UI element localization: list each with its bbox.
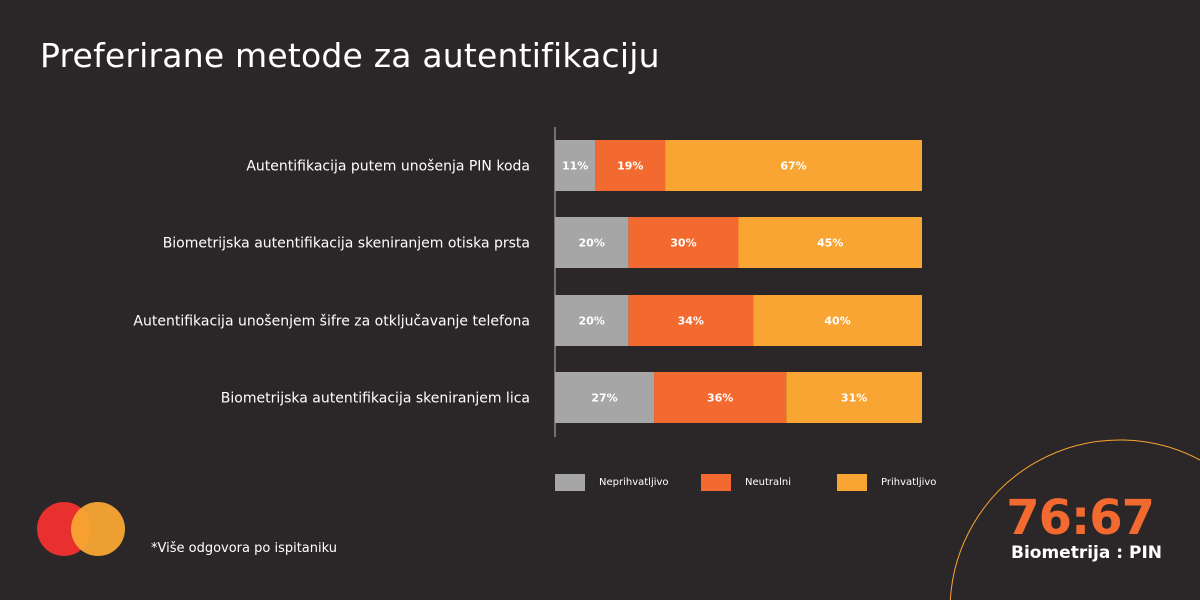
- legend-label: Neutralni: [745, 477, 792, 488]
- data-label: 30%: [670, 237, 696, 250]
- data-label: 34%: [678, 315, 704, 328]
- decorative-circle: [949, 439, 1200, 600]
- page-title: Preferirane metode za autentifikaciju: [40, 36, 660, 75]
- category-label: Autentifikacija unošenjem šifre za otklj…: [133, 314, 530, 330]
- ratio-value: 76:67: [1006, 490, 1155, 546]
- bar-segment-neutralni: [628, 295, 754, 346]
- footnote: *Više odgovora po ispitaniku: [151, 541, 337, 556]
- legend-item-neutralni: Neutralni: [701, 474, 791, 491]
- data-label: 27%: [591, 392, 617, 405]
- bar-segment-prihvatljivo: [738, 217, 922, 268]
- bar-segment-neprihvatljivo: [555, 372, 655, 423]
- bar-segment-neutralni: [595, 140, 666, 191]
- category-label: Biometrijska autentifikacija skeniranjem…: [163, 236, 530, 252]
- data-label: 20%: [579, 237, 605, 250]
- bar-segment-neprihvatljivo: [555, 217, 629, 268]
- legend-label: Neprihvatljivo: [599, 477, 669, 488]
- bar-segment-neprihvatljivo: [555, 140, 596, 191]
- bar-segment-prihvatljivo: [665, 140, 922, 191]
- legend-swatch: [555, 474, 585, 491]
- bar-segment-neutralni: [654, 372, 787, 423]
- stacked-bar-chart: Autentifikacija putem unošenja PIN koda 1…: [133, 127, 922, 437]
- bar-segment-neprihvatljivo: [555, 295, 629, 346]
- legend-label: Prihvatljivo: [881, 477, 937, 488]
- legend-item-prihvatljivo: Prihvatljivo: [837, 474, 936, 491]
- data-label: 45%: [817, 237, 843, 250]
- ratio-label: Biometrija : PIN: [1011, 543, 1162, 563]
- data-label: 67%: [780, 160, 806, 173]
- bar-segment-prihvatljivo: [753, 295, 922, 346]
- bar-segment-neutralni: [628, 217, 739, 268]
- mastercard-logo: [37, 502, 125, 556]
- category-label: Biometrijska autentifikacija skeniranjem…: [221, 391, 530, 407]
- data-label: 36%: [707, 392, 733, 405]
- bar-segment-prihvatljivo: [786, 372, 922, 423]
- legend-swatch: [701, 474, 731, 491]
- legend-item-neprihvatljivo: Neprihvatljivo: [555, 474, 669, 491]
- legend-swatch: [837, 474, 867, 491]
- data-label: 20%: [579, 315, 605, 328]
- data-label: 19%: [617, 160, 643, 173]
- data-label: 11%: [562, 160, 588, 173]
- data-label: 31%: [841, 392, 867, 405]
- data-label: 40%: [824, 315, 850, 328]
- category-label: Autentifikacija putem unošenja PIN koda: [246, 159, 530, 175]
